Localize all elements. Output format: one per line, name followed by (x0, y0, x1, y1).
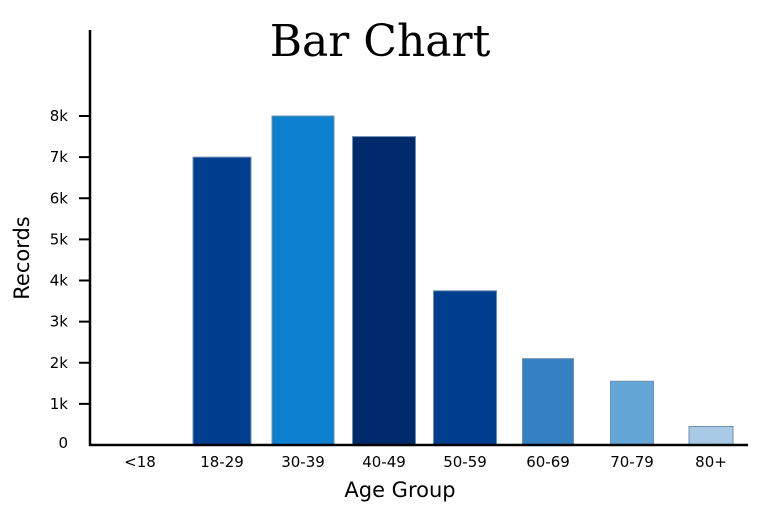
x-tick-label: 60-69 (526, 453, 570, 471)
bar-30-39 (271, 115, 335, 446)
x-tick-label: 80+ (695, 453, 727, 471)
x-tick-label: 50-59 (443, 453, 487, 471)
bars-group (192, 115, 734, 446)
y-tick-label: 7k (50, 148, 69, 166)
y-tick-label: 4k (50, 272, 69, 290)
y-ticks-group: 0 1k 2k 3k 4k 5k 6k 7k 8k (50, 107, 90, 452)
bar-50-59 (433, 290, 497, 446)
bar-60-69 (522, 358, 574, 446)
x-ticks-group: <18 18-29 30-39 40-49 50-59 60-69 70-79 80+ (124, 453, 727, 471)
bar-70-79 (610, 380, 654, 446)
y-tick-label: 0 (58, 434, 68, 452)
x-tick-label: <18 (124, 453, 156, 471)
y-tick-label: 8k (50, 107, 69, 125)
x-tick-label: 70-79 (610, 453, 654, 471)
y-tick-label: 1k (50, 395, 69, 413)
x-tick-label: 40-49 (362, 453, 406, 471)
x-tick-label: 18-29 (200, 453, 244, 471)
y-tick-label: 3k (50, 313, 69, 331)
chart-title: Bar Chart (270, 16, 491, 67)
bar-80+ (688, 425, 734, 446)
x-axis-label: Age Group (344, 478, 455, 502)
y-tick-label: 6k (50, 189, 69, 207)
y-tick-label: 5k (50, 230, 69, 248)
bar-18-29 (192, 156, 252, 446)
y-axis-label: Records (10, 216, 34, 300)
y-tick-label: 2k (50, 354, 69, 372)
bar-40-49 (352, 136, 416, 446)
x-tick-label: 30-39 (281, 453, 325, 471)
